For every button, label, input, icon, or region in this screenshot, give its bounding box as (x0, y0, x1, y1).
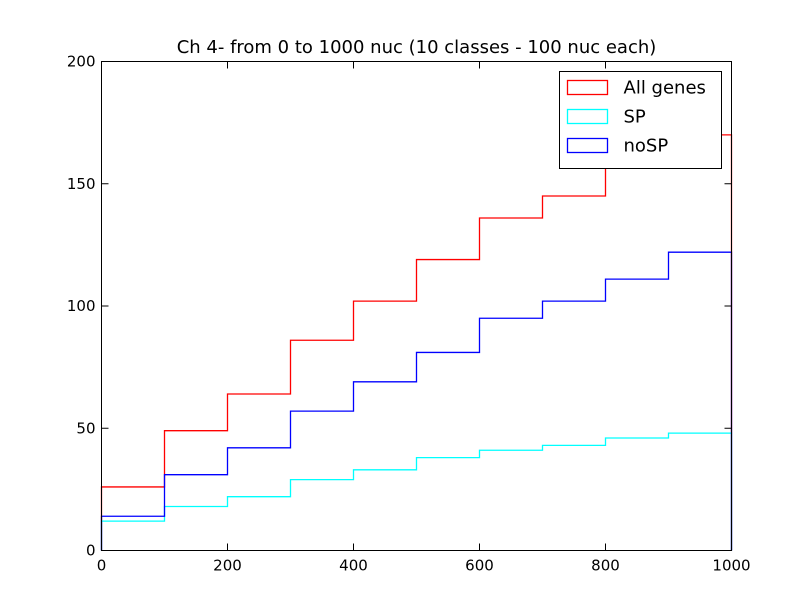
y-tick-label: 0 (86, 542, 96, 560)
x-tick-label: 200 (213, 557, 242, 575)
series-line-all-genes (100, 134, 733, 551)
y-tick-label: 100 (67, 297, 96, 315)
y-tick-label: 150 (67, 175, 96, 193)
x-tick-label: 1000 (712, 557, 750, 575)
legend-swatch (566, 108, 609, 125)
x-tick-label: 0 (97, 557, 107, 575)
y-tick-label: 50 (76, 419, 95, 437)
x-tick-label: 600 (465, 557, 494, 575)
series-line-sp (100, 432, 733, 551)
x-tick-label: 400 (339, 557, 368, 575)
chart-title: Ch 4- from 0 to 1000 nuc (10 classes - 1… (177, 37, 657, 58)
series-line-nosp (100, 251, 733, 551)
legend-label: SP (624, 107, 646, 128)
legend-label: noSP (624, 136, 669, 157)
legend-swatch (566, 137, 609, 154)
x-tick-label: 800 (591, 557, 620, 575)
y-tick-label: 200 (67, 53, 96, 71)
series-layer (100, 134, 733, 551)
legend-label: All genes (624, 78, 706, 99)
legend: All genes SP noSP (559, 71, 722, 169)
legend-swatch (566, 79, 609, 96)
tick-layer: 0 200 400 600 800 1000 0 50 100 150 200 (67, 53, 751, 575)
